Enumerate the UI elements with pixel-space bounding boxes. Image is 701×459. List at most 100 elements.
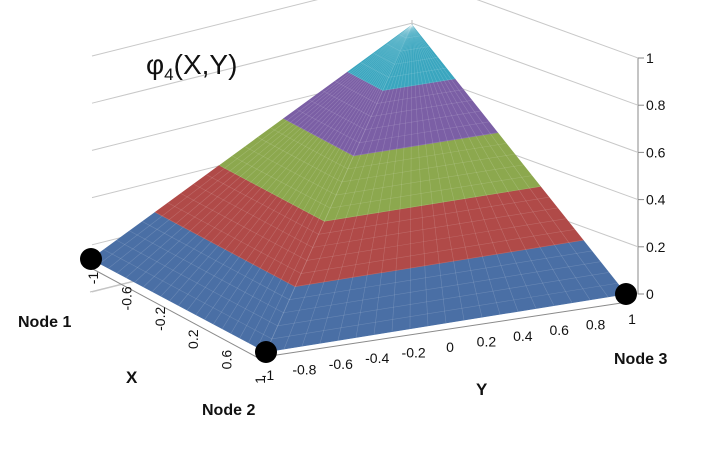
- mesh-line: [399, 34, 407, 39]
- surface-band: [382, 24, 456, 91]
- mesh-line: [347, 71, 383, 91]
- mesh-line: [312, 207, 558, 248]
- mesh-line: [134, 24, 413, 283]
- mesh-line: [283, 261, 601, 314]
- mesh-line: [388, 67, 447, 78]
- mesh-line: [411, 24, 483, 318]
- nodes-layer: Node 1 Node 2 Node 3: [18, 248, 667, 419]
- mesh-line: [324, 186, 541, 222]
- y-axis-line: [269, 301, 629, 357]
- mesh-line: [180, 193, 308, 261]
- mesh-line: [248, 24, 413, 343]
- mesh-line: [411, 24, 555, 306]
- x-tick-label: -0.6: [118, 286, 134, 310]
- mesh-line: [296, 108, 360, 143]
- mesh-line: [334, 80, 378, 104]
- node-marker: [615, 283, 637, 305]
- mesh-line: [319, 24, 413, 344]
- x-axis-line: [90, 267, 263, 361]
- mesh-line: [129, 230, 284, 314]
- mesh-line: [406, 35, 421, 39]
- mesh-line: [219, 165, 325, 222]
- x-tick-label: -1: [85, 272, 101, 285]
- y-tick-label: -0.4: [365, 350, 389, 366]
- z-tick-label: 0.8: [646, 97, 666, 113]
- mesh-line: [244, 146, 337, 196]
- mesh-line: [306, 218, 567, 261]
- mesh-line: [256, 24, 413, 348]
- y-tick-label: 0.2: [477, 333, 497, 349]
- mesh-line: [318, 196, 550, 235]
- x-axis-ticks: -1 -0.6 -0.2 0.2 0.6 1: [85, 272, 268, 384]
- mesh-line: [411, 24, 465, 321]
- mesh-line: [411, 24, 501, 315]
- node-label: Node 1: [18, 314, 71, 331]
- z-gridline: [91, 0, 639, 59]
- mesh-line: [108, 24, 413, 269]
- mesh-line: [341, 153, 515, 183]
- mesh-line: [167, 202, 302, 274]
- mesh-line: [178, 24, 413, 306]
- mesh-line: [411, 24, 573, 303]
- z-tick-label: 0.6: [646, 144, 666, 160]
- mesh-line: [169, 24, 413, 302]
- mesh-line: [257, 137, 343, 183]
- mesh-line: [309, 99, 366, 130]
- mesh-line: [283, 118, 354, 157]
- y-tick-label: 0: [446, 339, 454, 355]
- mesh-line: [271, 282, 618, 340]
- chart-title: φ4(X,Y): [146, 49, 237, 84]
- mesh-line: [193, 183, 313, 248]
- mesh-line: [359, 121, 490, 144]
- y-tick-label: -0.6: [329, 356, 353, 372]
- mesh-line: [336, 164, 524, 196]
- y-axis-label: Y: [476, 380, 488, 399]
- mesh-line: [160, 24, 413, 297]
- x-tick-label: 0.2: [185, 329, 201, 349]
- y-tick-label: -0.2: [402, 345, 426, 361]
- mesh-line: [409, 24, 413, 329]
- mesh-line: [373, 24, 413, 335]
- z-axis-ticks: 0 0.2 0.4 0.6 0.8 1: [638, 50, 666, 302]
- x-axis-label: X: [126, 368, 138, 387]
- mesh-line: [270, 127, 348, 170]
- mesh-line: [391, 24, 413, 332]
- mesh-line: [411, 24, 537, 309]
- mesh-line: [355, 24, 413, 338]
- mesh-line: [232, 155, 331, 209]
- y-axis-ticks: -1 -0.8 -0.6 -0.4 -0.2 0 0.2 0.4 0.6 0.8 1: [262, 311, 636, 383]
- mesh-line: [330, 175, 532, 209]
- mesh-line: [283, 24, 413, 350]
- node-label: Node 3: [614, 351, 667, 368]
- mesh-line: [277, 272, 609, 327]
- mesh-line: [376, 89, 464, 104]
- mesh-line: [125, 24, 413, 278]
- node-marker: [255, 341, 277, 363]
- mesh-line: [289, 250, 592, 300]
- mesh-line: [221, 24, 413, 329]
- mesh-line: [400, 46, 430, 52]
- mesh-line: [187, 24, 413, 311]
- mesh-line: [411, 24, 429, 326]
- surface-mesh: [99, 24, 618, 353]
- mesh-line: [239, 24, 413, 339]
- mesh-line: [204, 24, 413, 320]
- pyramid-surface: [90, 24, 627, 353]
- mesh-line: [411, 24, 609, 298]
- mesh-line: [411, 24, 447, 324]
- mesh-line: [371, 100, 472, 117]
- z-tick-label: 0: [646, 286, 654, 302]
- mesh-line: [116, 240, 278, 327]
- x-tick-label: 0.6: [219, 350, 235, 370]
- z-tick-label: 0.4: [646, 192, 666, 208]
- mesh-line: [213, 24, 413, 325]
- mesh-line: [347, 143, 507, 170]
- mesh-line: [411, 24, 591, 300]
- mesh-line: [411, 24, 519, 312]
- y-tick-label: 0.6: [549, 322, 569, 338]
- y-tick-label: 0.8: [586, 317, 606, 333]
- y-tick-label: 1: [628, 311, 636, 327]
- mesh-line: [394, 56, 438, 65]
